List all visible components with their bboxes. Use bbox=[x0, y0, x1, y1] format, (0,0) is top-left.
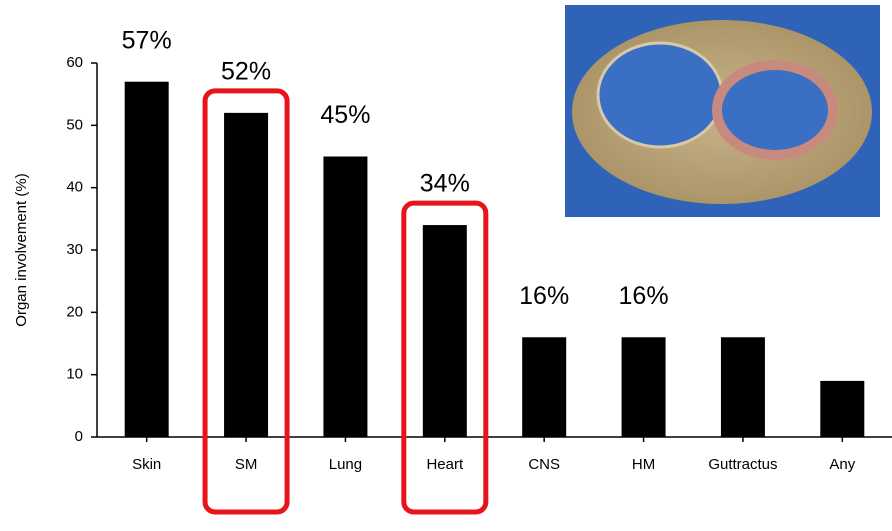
y-tick-label: 60 bbox=[66, 54, 83, 71]
y-tick-label: 30 bbox=[66, 241, 83, 258]
value-label: 57% bbox=[122, 26, 172, 54]
value-label: 16% bbox=[619, 282, 669, 310]
bar bbox=[522, 337, 566, 437]
x-tick-label: Heart bbox=[426, 456, 464, 473]
value-label: 34% bbox=[420, 170, 470, 198]
bar bbox=[622, 337, 666, 437]
value-label: 16% bbox=[519, 282, 569, 310]
bar bbox=[820, 381, 864, 437]
y-tick-label: 40 bbox=[66, 179, 83, 196]
value-label: 52% bbox=[221, 57, 271, 85]
y-tick-label: 10 bbox=[66, 366, 83, 383]
specimen-photo bbox=[565, 5, 880, 217]
y-tick-label: 0 bbox=[75, 428, 83, 445]
x-tick-label: CNS bbox=[528, 456, 560, 473]
chart: Organ involvement (%) 0 10 20 30 40 50 60 Skin 5… bbox=[0, 0, 892, 526]
x-tick-label: SM bbox=[235, 456, 258, 473]
bar bbox=[224, 113, 268, 437]
bar bbox=[323, 157, 367, 438]
x-tick-label: Skin bbox=[132, 456, 161, 473]
bar bbox=[125, 82, 169, 437]
y-axis-label: Organ involvement (%) bbox=[13, 173, 30, 326]
x-tick-label: HM bbox=[632, 456, 655, 473]
value-label: 45% bbox=[320, 101, 370, 129]
bar bbox=[423, 225, 467, 437]
x-tick-label: Any bbox=[829, 456, 855, 473]
y-tick-label: 20 bbox=[66, 303, 83, 320]
x-tick-label: Guttractus bbox=[708, 456, 777, 473]
y-tick-label: 50 bbox=[66, 116, 83, 133]
x-tick-label: Lung bbox=[329, 456, 362, 473]
page: {"chart_data": {"type": "bar", "y_label"… bbox=[0, 0, 892, 526]
bar bbox=[721, 337, 765, 437]
